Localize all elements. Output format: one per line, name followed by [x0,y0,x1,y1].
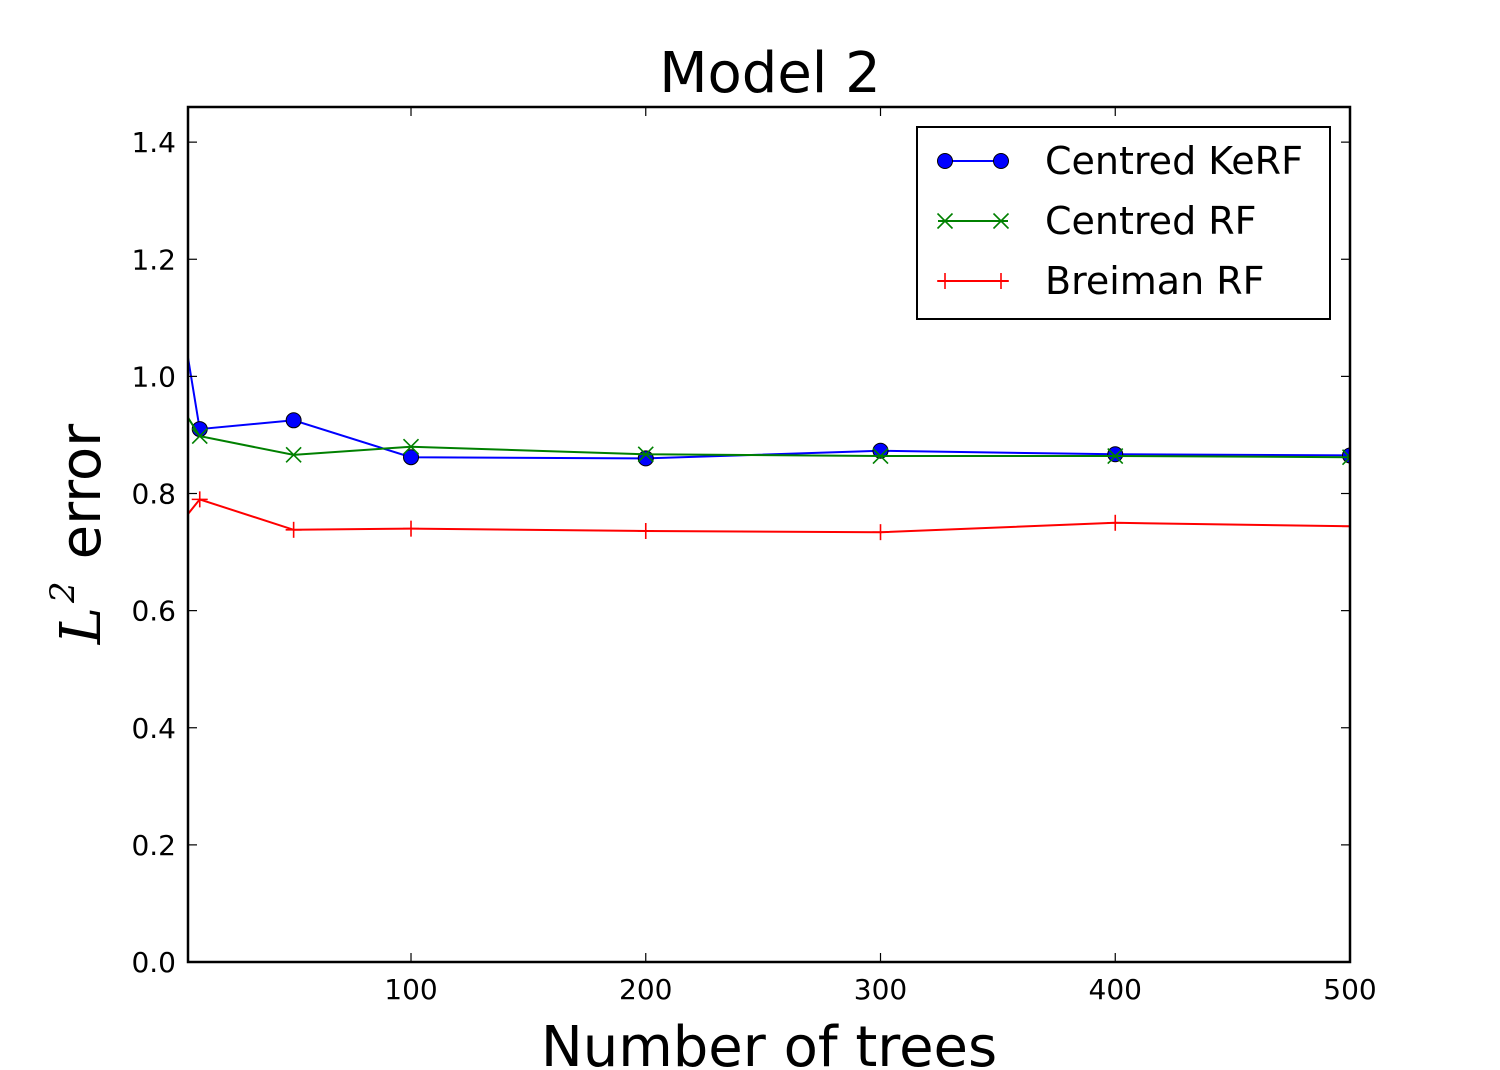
series-line-centred-kerf [188,351,1350,460]
legend-label: Breiman RF [1045,259,1265,303]
x-tick-label: 100 [384,973,437,1006]
x-tick-label: 500 [1323,973,1376,1006]
data-point-breiman-rf [872,524,889,541]
y-tick-label: 0.6 [131,595,176,628]
data-point-breiman-rf [285,521,302,538]
legend-marker [937,273,953,289]
legend-marker [936,212,954,230]
series-line-centred-rf [188,415,1350,459]
data-point-breiman-rf [637,522,654,539]
legend-entry-centred-rf: Centred RF [936,199,1257,243]
legend: Centred KeRF Centred RF Breiman RF [916,126,1331,320]
data-point-centred-rf [171,395,186,410]
legend-label: Centred KeRF [1045,139,1303,183]
y-tick-label: 1.2 [131,243,176,276]
data-point-centred-rf [872,447,889,465]
data-point-centred-kerf [637,450,654,467]
y-axis-label-sup: 2 [43,581,83,604]
plot-frame [186,105,1352,964]
x-tick-label: 200 [619,973,672,1006]
legend-entry-breiman-rf: Breiman RF [937,259,1265,303]
data-point-breiman-rf [1107,514,1124,531]
data-point-breiman-rf [403,520,420,537]
data-point-centred-kerf [285,412,302,429]
legend-label: Centred RF [1045,199,1257,243]
chart-title: Model 2 [659,41,881,106]
y-tick-label: 1.0 [131,360,176,393]
y-tick-label: 0.2 [131,829,176,862]
svg-text:L 2 error: L 2 error [43,423,114,645]
x-axis-label: Number of trees [541,1015,997,1070]
data-point-breiman-rf [171,518,187,534]
y-axis-label: L 2 error [43,423,114,645]
data-point-centred-rf [191,428,208,445]
data-point-centred-kerf [171,293,186,308]
x-tick-label: 400 [1089,973,1142,1006]
data-point-centred-rf [1107,447,1124,465]
data-point-breiman-rf [191,491,208,508]
y-axis-label-math: L [49,607,114,645]
data-point-centred-rf [402,438,420,455]
data-point-centred-rf [285,446,302,463]
data-point-centred-kerf [872,442,889,459]
data-point-breiman-rf [1342,518,1350,535]
legend-marker [993,153,1009,169]
series-line-breiman-rf [188,498,1350,534]
ticks-layer: 100 200 300 400 500 0.0 0.2 0.4 0.6 0.8 1.0 1.2 1.4 [131,107,1377,1006]
x-tick-label: 300 [854,973,907,1006]
data-point-centred-kerf [1107,446,1124,463]
legend-marker [993,273,1009,289]
legend-marker [992,212,1010,230]
data-point-centred-kerf [403,449,420,466]
y-tick-label: 0.8 [131,478,176,511]
y-tick-label: 0.4 [131,712,176,745]
legend-frame [916,126,1331,320]
data-point-centred-rf [1341,449,1350,466]
legend-entry-centred-kerf: Centred KeRF [937,139,1303,183]
legend-marker [937,153,953,169]
y-tick-label: 1.4 [131,126,176,159]
y-axis-label-text: error [49,423,114,560]
series-layer [171,293,1350,541]
data-point-centred-rf [637,446,654,463]
y-tick-label: 0.0 [131,946,176,979]
